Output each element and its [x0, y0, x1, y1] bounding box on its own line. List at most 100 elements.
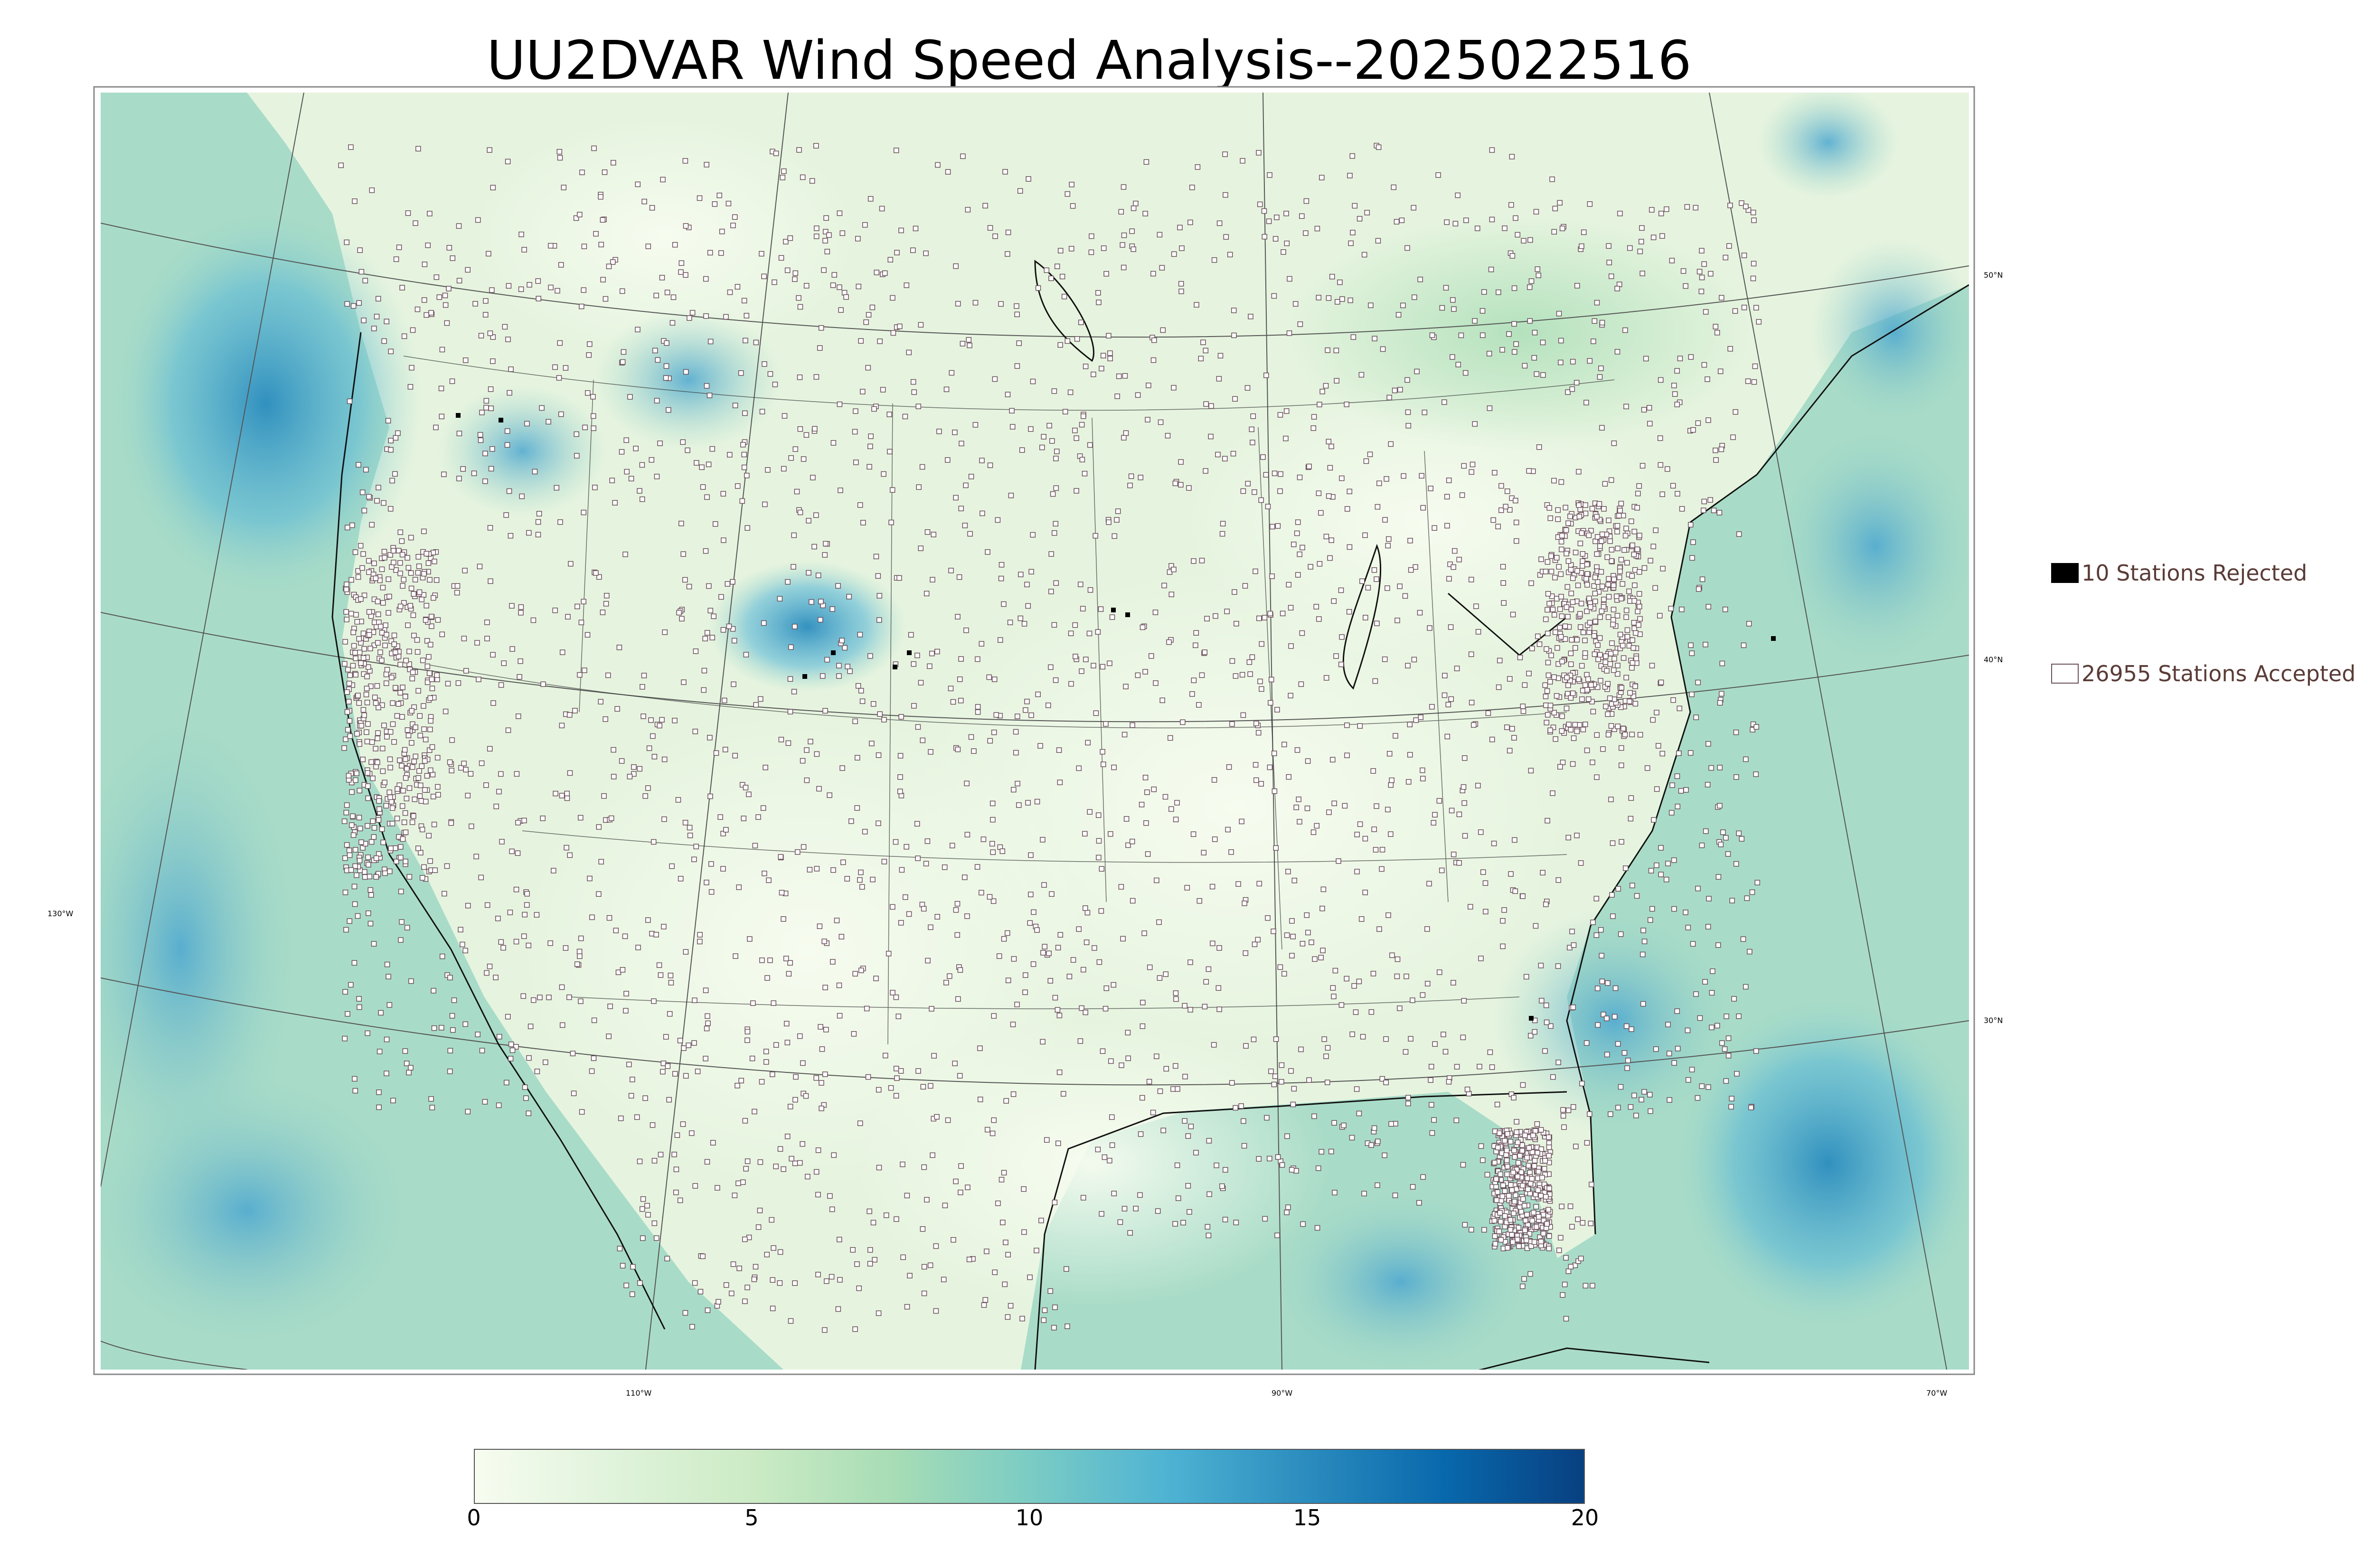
station-marker	[1270, 524, 1275, 530]
station-marker	[1239, 672, 1245, 678]
station-marker	[1471, 722, 1477, 728]
station-marker	[1579, 696, 1585, 702]
station-marker	[908, 632, 914, 638]
station-marker	[924, 838, 931, 844]
station-marker	[579, 303, 584, 310]
station-marker	[1546, 1144, 1552, 1150]
station-marker	[687, 825, 693, 831]
station-marker	[373, 575, 378, 581]
station-marker	[1077, 1038, 1083, 1044]
station-marker	[1135, 392, 1141, 398]
station-marker	[1003, 1239, 1008, 1245]
station-marker	[1637, 603, 1642, 610]
station-marker	[972, 422, 979, 428]
station-marker	[1203, 347, 1209, 354]
station-marker	[1059, 273, 1065, 280]
station-marker	[738, 370, 744, 376]
station-marker	[1618, 931, 1624, 937]
station-marker	[882, 270, 888, 276]
station-marker	[846, 594, 852, 600]
station-marker	[1187, 1007, 1193, 1013]
station-marker	[797, 1160, 803, 1166]
station-marker	[1507, 507, 1513, 513]
station-marker	[694, 460, 699, 466]
station-marker	[350, 303, 357, 309]
station-marker	[763, 1059, 769, 1065]
station-marker	[343, 809, 349, 816]
station-marker	[1650, 717, 1656, 723]
station-marker	[371, 326, 377, 331]
station-marker	[360, 756, 366, 762]
station-marker	[535, 532, 541, 537]
station-marker	[1586, 532, 1592, 538]
station-marker	[1546, 1134, 1552, 1140]
station-marker	[979, 890, 984, 896]
station-marker	[380, 768, 386, 774]
station-marker	[420, 657, 426, 663]
station-marker	[645, 1212, 651, 1218]
station-marker	[1605, 614, 1611, 620]
station-marker	[964, 780, 970, 787]
station-marker	[396, 654, 402, 659]
station-marker	[518, 231, 524, 237]
station-marker	[1290, 1101, 1296, 1108]
station-marker	[1526, 468, 1532, 474]
station-marker	[1185, 1133, 1191, 1139]
station-marker	[1535, 1150, 1540, 1155]
station-marker	[1141, 930, 1147, 936]
station-marker	[1297, 321, 1303, 327]
station-marker	[407, 384, 414, 390]
station-marker	[1338, 1002, 1345, 1008]
station-marker	[1583, 722, 1588, 727]
station-marker	[352, 1088, 358, 1094]
station-marker	[365, 1030, 370, 1036]
station-marker	[1624, 1065, 1630, 1071]
station-marker	[356, 815, 362, 821]
station-marker	[876, 1164, 882, 1171]
station-marker	[1186, 485, 1192, 491]
station-marker	[1528, 768, 1534, 774]
station-marker	[1541, 1166, 1547, 1172]
station-marker	[1005, 1314, 1011, 1320]
station-marker	[1705, 782, 1711, 788]
station-marker	[1024, 582, 1030, 588]
station-marker	[1538, 556, 1544, 562]
station-marker	[955, 996, 961, 1002]
station-marker	[1073, 654, 1078, 659]
station-marker	[1339, 475, 1345, 481]
station-marker	[1306, 463, 1312, 469]
station-marker	[1719, 295, 1724, 300]
station-marker	[1544, 688, 1550, 694]
station-marker	[341, 745, 347, 751]
station-marker	[1593, 896, 1600, 901]
station-marker	[357, 741, 362, 747]
station-marker	[1154, 877, 1159, 883]
station-marker	[416, 768, 422, 774]
station-marker	[653, 292, 659, 299]
station-marker	[771, 1245, 776, 1251]
station-marker	[509, 1047, 516, 1053]
station-marker	[683, 949, 689, 955]
station-marker	[1508, 1182, 1514, 1188]
station-marker	[1609, 547, 1615, 553]
station-marker	[1497, 657, 1503, 664]
station-marker	[563, 945, 569, 951]
station-marker	[1597, 374, 1603, 380]
station-marker	[628, 1093, 634, 1099]
station-marker	[352, 901, 358, 907]
station-marker	[1150, 357, 1157, 363]
rejected-swatch	[2051, 563, 2079, 583]
station-marker	[948, 568, 954, 573]
station-marker	[1489, 1064, 1495, 1070]
station-marker	[508, 366, 514, 372]
station-marker	[1096, 838, 1102, 844]
station-marker	[1519, 1142, 1525, 1148]
station-marker	[1499, 1193, 1506, 1199]
station-marker	[1452, 548, 1458, 554]
station-marker	[998, 301, 1004, 307]
station-marker	[686, 1042, 691, 1048]
rejected-station-marker	[1529, 1016, 1534, 1021]
station-marker	[479, 760, 485, 766]
station-marker	[792, 1280, 798, 1286]
station-marker	[1526, 1145, 1532, 1151]
